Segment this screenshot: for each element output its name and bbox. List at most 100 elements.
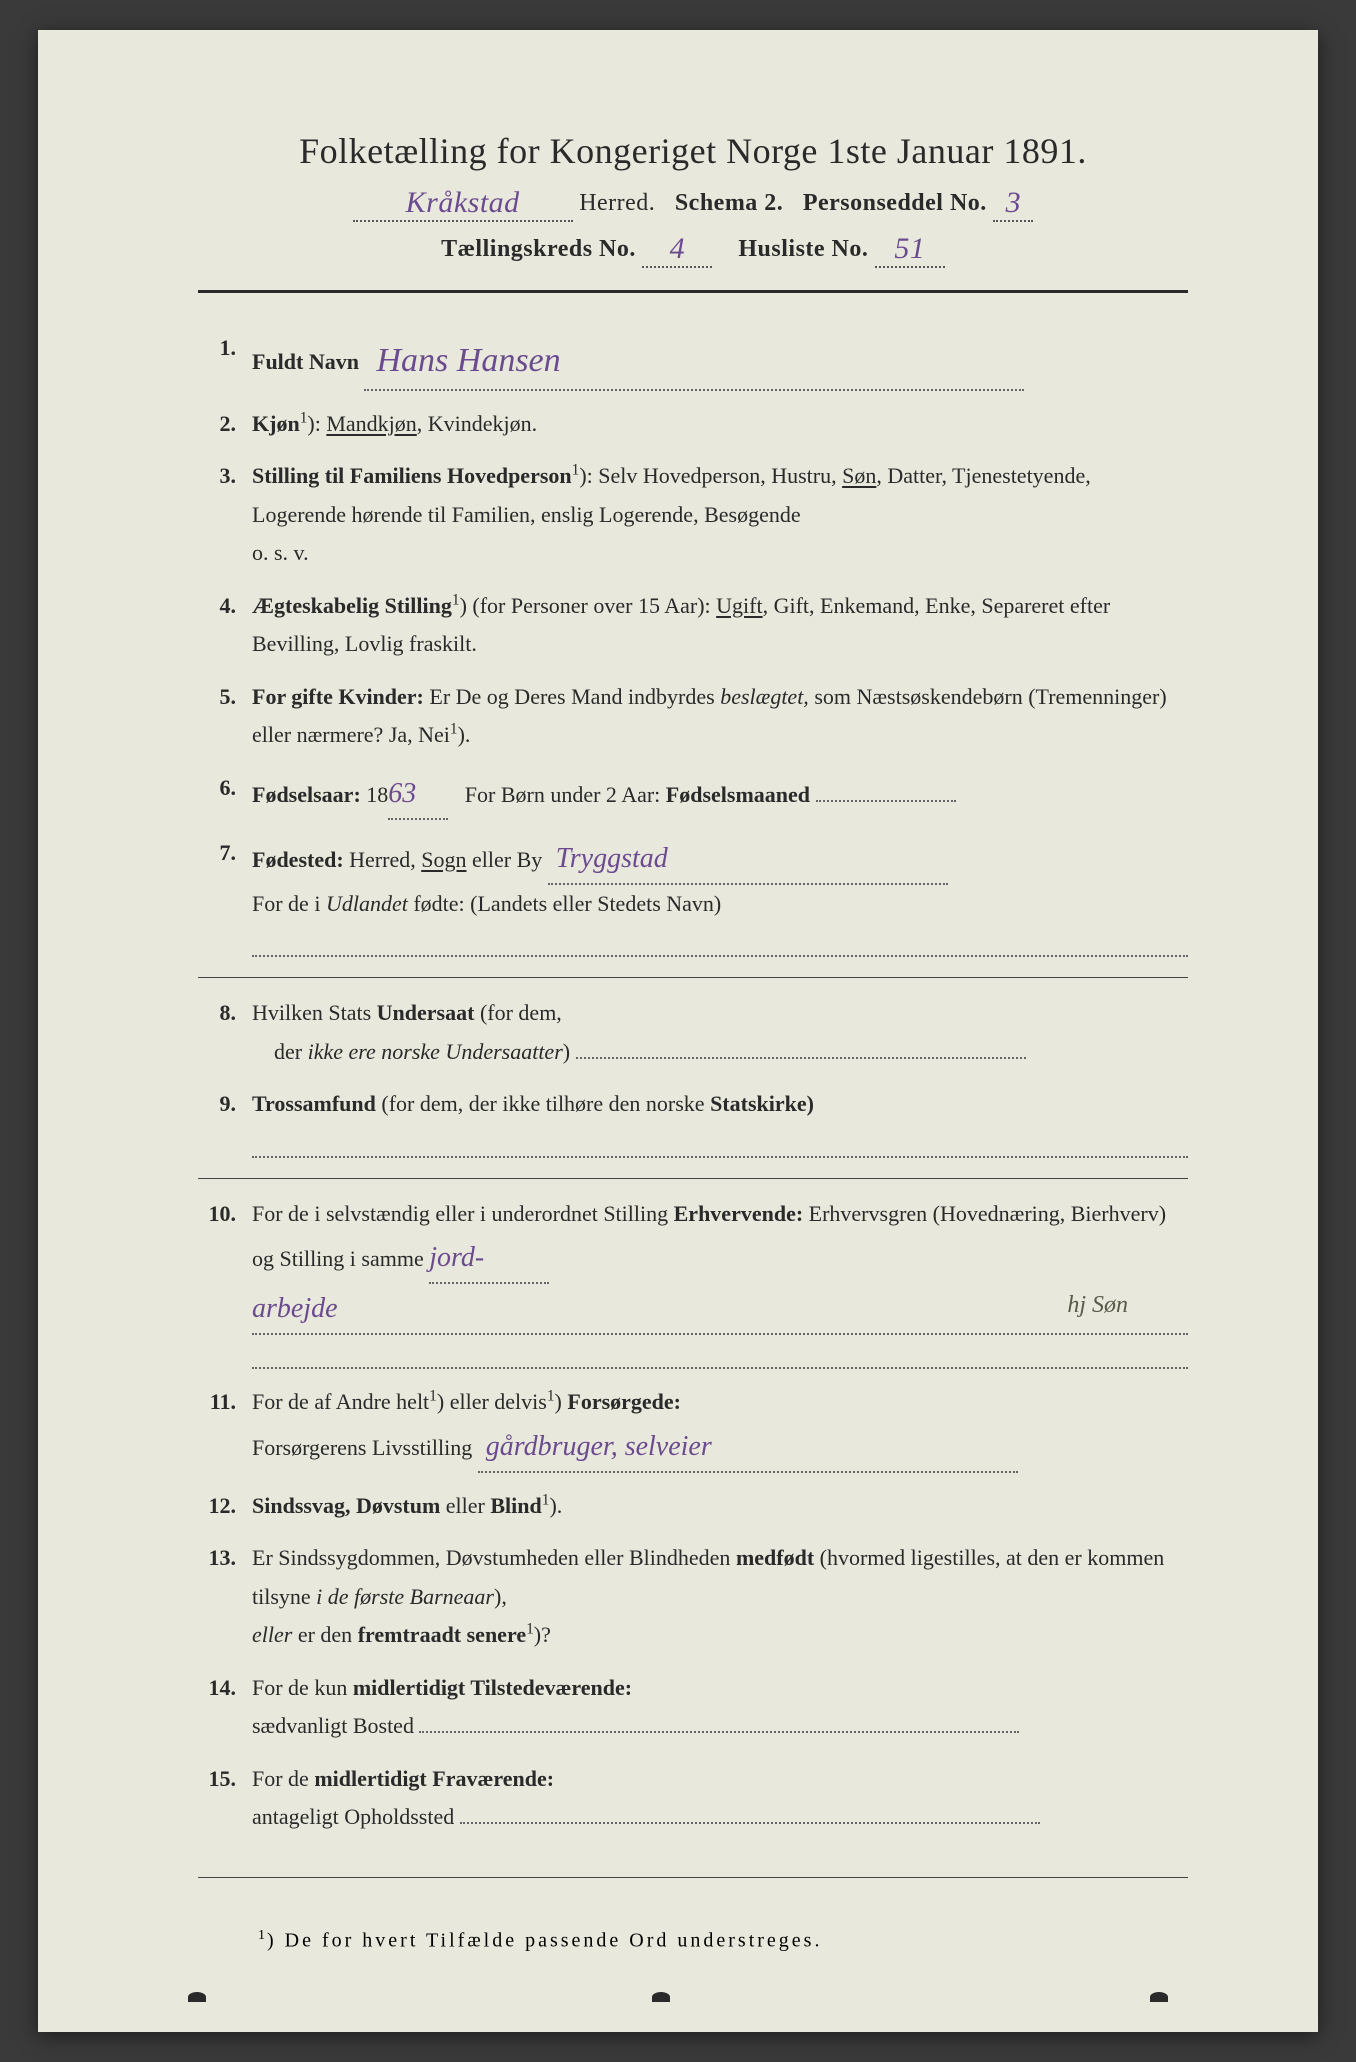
hw: arbejde [252,1293,338,1324]
item-content: For de i selvstændig eller i underordnet… [252,1195,1188,1370]
label-aegteskab: Ægteskabelig Stilling [252,593,452,618]
item-content: Fødested: Herred, Sogn eller By Tryggsta… [252,834,1188,958]
label-fodested: Fødested: [252,847,344,872]
item-num: 13. [198,1539,252,1655]
value-navn: Hans Hansen [376,342,560,379]
close: ). [458,722,471,747]
text: o. s. v. [252,540,309,565]
year-prefix: 18 [366,782,388,807]
item-content: Trossamfund (for dem, der ikke tilhøre d… [252,1085,1188,1158]
opt-ugift: Ugift [716,593,762,618]
sup: 1 [452,591,460,608]
bold: medfødt [736,1545,814,1570]
item-4: 4. Ægteskabelig Stilling1) (for Personer… [198,587,1188,664]
item-num: 10. [198,1195,252,1370]
label-kjon: Kjøn [252,411,300,436]
item-3: 3. Stilling til Familiens Hovedperson1):… [198,457,1188,573]
paren: (for Personer over 15 Aar): [472,593,710,618]
ital: ikke ere norske Undersaatter [308,1039,563,1064]
kreds-label: Tællingskreds No. [441,236,636,262]
item-content: Er Sindssygdommen, Døvstumheden eller Bl… [252,1539,1188,1655]
text: Er De og Deres Mand indbyrdes [429,684,714,709]
line2: antageligt Opholdssted [252,1804,454,1829]
label-trossamfund: Trossamfund [252,1091,376,1116]
label-stilling: Stilling til Familiens Hovedperson [252,463,572,488]
text: For de i selvstændig eller i underordnet… [252,1201,674,1226]
kreds-row: Tællingskreds No. 4 Husliste No. 51 [198,230,1188,266]
item-12: 12. Sindssvag, Døvstum eller Blind1). [198,1487,1188,1526]
footer-rule [198,1877,1188,1878]
herred-row: Kråkstad Herred. Schema 2. Personseddel … [198,184,1188,220]
label-born: For Børn under 2 Aar: [465,782,661,807]
item-content: Ægteskabelig Stilling1) (for Personer ov… [252,587,1188,664]
sup: 1 [429,1388,437,1405]
hw: jord- [429,1242,484,1273]
ital: beslægtet, [720,684,809,709]
kreds-no: 4 [642,232,712,268]
schema-label: Schema 2. [675,190,784,216]
item-content: Hvilken Stats Undersaat (for dem, der ik… [252,994,1188,1071]
bold: midlertidigt Tilstedeværende: [353,1675,632,1700]
text: (for dem, der ikke tilhøre den norske [381,1091,710,1116]
item-num: 1. [198,329,252,391]
form-header: Folketælling for Kongeriget Norge 1ste J… [198,130,1188,266]
text: (for dem, [474,1000,561,1025]
binding-mark [1150,1992,1168,2002]
item-9: 9. Trossamfund (for dem, der ikke tilhør… [198,1085,1188,1158]
text: For de kun [252,1675,353,1700]
header-rule [198,290,1188,293]
label-sindssvag: Sindssvag, Døvstum [252,1493,440,1518]
text: ), [494,1584,507,1609]
line2: For de i [252,891,326,916]
bold: Undersaat [377,1000,475,1025]
text: Selv Hovedperson, Hustru, [598,463,842,488]
item-num: 8. [198,994,252,1071]
item-num: 5. [198,678,252,755]
item-num: 14. [198,1669,252,1746]
ital: Udlandet [326,891,408,916]
opt-kvindekjon: Kvindekjøn. [428,411,537,436]
item-8: 8. Hvilken Stats Undersaat (for dem, der… [198,994,1188,1071]
census-form-page: Folketælling for Kongeriget Norge 1ste J… [38,30,1318,2032]
item-num: 15. [198,1760,252,1837]
opt-sogn: Sogn [421,847,466,872]
item-11: 11. For de af Andre helt1) eller delvis1… [198,1383,1188,1473]
opt-son: Søn [842,463,876,488]
item-content: Fødselsaar: 1863 For Børn under 2 Aar: F… [252,769,1188,820]
item-num: 12. [198,1487,252,1526]
item-content: For gifte Kvinder: Er De og Deres Mand i… [252,678,1188,755]
value-fodested: Tryggstad [556,843,668,874]
label-maaned: Fødselsmaaned [666,782,810,807]
item-num: 2. [198,405,252,444]
opt-mandkjon: Mandkjøn [326,411,416,436]
text: Herred, [349,847,421,872]
binding-mark [188,1992,206,2002]
item-5: 5. For gifte Kvinder: Er De og Deres Man… [198,678,1188,755]
husliste-no: 51 [875,232,945,268]
item-15: 15. For de midlertidigt Fraværende: anta… [198,1760,1188,1837]
hw-livsstilling: gårdbruger, selveier [486,1431,712,1462]
item-content: Kjøn1): Mandkjøn, Kvindekjøn. [252,405,1188,444]
label-fuldt-navn: Fuldt Navn [252,349,359,374]
bold: fremtraadt senere [358,1622,526,1647]
hw: hj Søn [1067,1284,1188,1326]
item-num: 6. [198,769,252,820]
section-rule-1 [198,977,1188,978]
item-num: 9. [198,1085,252,1158]
item-7: 7. Fødested: Herred, Sogn eller By Trygg… [198,834,1188,958]
item-14: 14. For de kun midlertidigt Tilstedevære… [198,1669,1188,1746]
text: eller [446,1493,485,1518]
close: )? [534,1622,551,1647]
item-1: 1. Fuldt Navn Hans Hansen [198,329,1188,391]
bold: Blind [490,1493,541,1518]
item-num: 11. [198,1383,252,1473]
label-gifte-kvinder: For gifte Kvinder: [252,684,424,709]
item-content: For de af Andre helt1) eller delvis1) Fo… [252,1383,1188,1473]
item-content: Stilling til Familiens Hovedperson1): Se… [252,457,1188,573]
text: Er Sindssygdommen, Døvstumheden eller Bl… [252,1545,736,1570]
line3a: eller [252,1622,292,1647]
bold: Erhvervende: [674,1201,804,1226]
bold: Forsørgede: [567,1389,681,1414]
bold: Statskirke) [710,1091,814,1116]
footnote-text: ) De for hvert Tilfælde passende Ord und… [267,1929,822,1951]
